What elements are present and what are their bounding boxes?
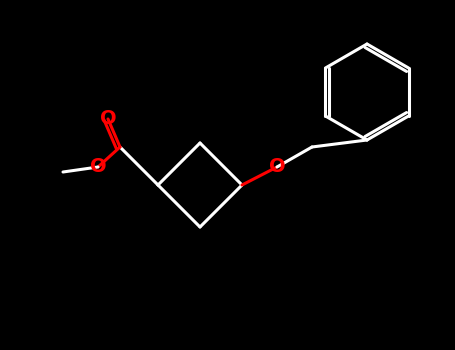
Text: O: O [269,158,285,176]
Text: O: O [100,110,116,128]
Text: O: O [90,158,106,176]
